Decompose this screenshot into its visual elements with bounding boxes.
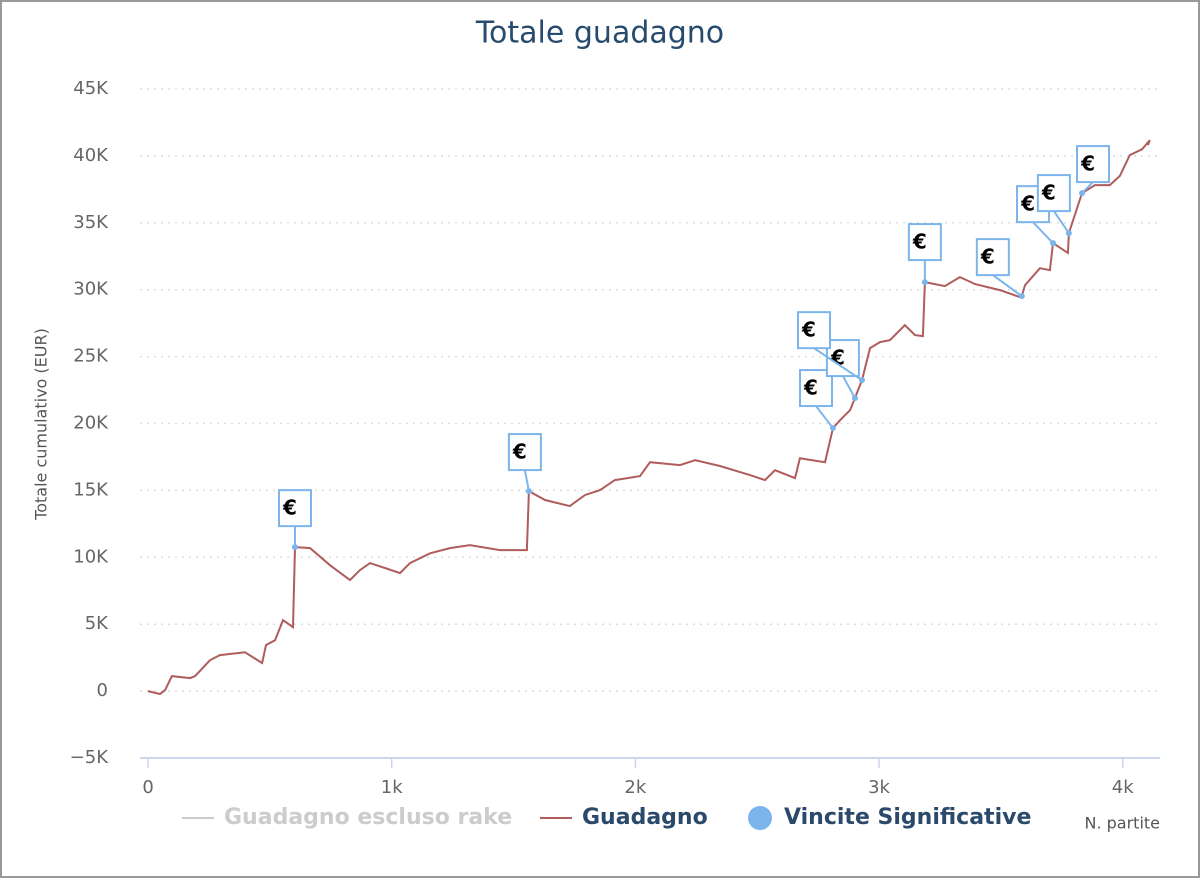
x-axis-title: N. partite — [1084, 814, 1160, 833]
flag-title: € — [1020, 192, 1035, 216]
y-axis-title: Totale cumulativo (EUR) — [32, 328, 51, 521]
y-tick-label: 40K — [73, 145, 109, 166]
chart-title: Totale guadagno — [475, 16, 724, 51]
line-series — [147, 139, 1151, 696]
flag-connector — [1032, 221, 1054, 244]
flag-point — [858, 377, 865, 384]
x-tick-label: 2k — [624, 777, 646, 798]
flag-point — [1065, 230, 1072, 237]
legend-label: Guadagno — [582, 805, 708, 830]
y-tick-label: −5K — [70, 747, 110, 768]
legend-label: Vincite Significative — [784, 805, 1031, 830]
flag-point — [921, 279, 928, 286]
flag-title: € — [1041, 181, 1056, 205]
y-tick-label: 25K — [73, 346, 109, 367]
y-tick-label: 10K — [73, 546, 109, 567]
flag-title: € — [980, 245, 995, 269]
y-tick-label: 0 — [97, 680, 108, 701]
flag-connector — [815, 405, 834, 429]
y-tick-label: 20K — [73, 413, 109, 434]
flag-connector — [523, 469, 530, 492]
flag-connector — [1053, 210, 1070, 234]
flag-title: € — [803, 376, 818, 400]
flag-title: € — [512, 440, 527, 464]
flag-box — [277, 489, 312, 528]
flag-title: € — [1080, 152, 1095, 176]
flag-point — [829, 425, 836, 432]
flag-point — [1050, 240, 1057, 247]
flag-title: € — [801, 318, 816, 342]
legend-symbol — [748, 806, 772, 830]
flag-connector — [992, 274, 1023, 297]
flag-connector — [842, 375, 856, 399]
flag-point — [525, 488, 532, 495]
flag-point — [851, 395, 858, 402]
flag-title: € — [912, 230, 927, 254]
x-tick-label: 3k — [868, 777, 890, 798]
x-tick-label: 4k — [1112, 777, 1134, 798]
y-tick-label: 35K — [73, 212, 109, 233]
flag-box — [796, 311, 831, 350]
flag-connector — [813, 347, 863, 381]
legend-label: Guadagno escluso rake — [224, 805, 512, 830]
flag-box — [907, 223, 942, 262]
flag-box — [1076, 145, 1111, 184]
y-tick-label: 45K — [73, 78, 109, 99]
x-tick-label: 1k — [381, 777, 403, 798]
flag-title: € — [282, 496, 297, 520]
flag-title: € — [830, 346, 845, 370]
flag-point — [1018, 293, 1025, 300]
flag-box — [975, 238, 1010, 277]
x-tick-label: 0 — [142, 777, 153, 798]
flag-box — [1036, 174, 1071, 213]
flag-box — [825, 339, 860, 378]
flag-box — [507, 433, 542, 472]
y-tick-label: 15K — [73, 479, 109, 500]
flag-point — [1079, 190, 1086, 197]
flag-point — [291, 544, 298, 551]
y-tick-label: 30K — [73, 279, 109, 300]
y-tick-label: 5K — [85, 613, 109, 634]
